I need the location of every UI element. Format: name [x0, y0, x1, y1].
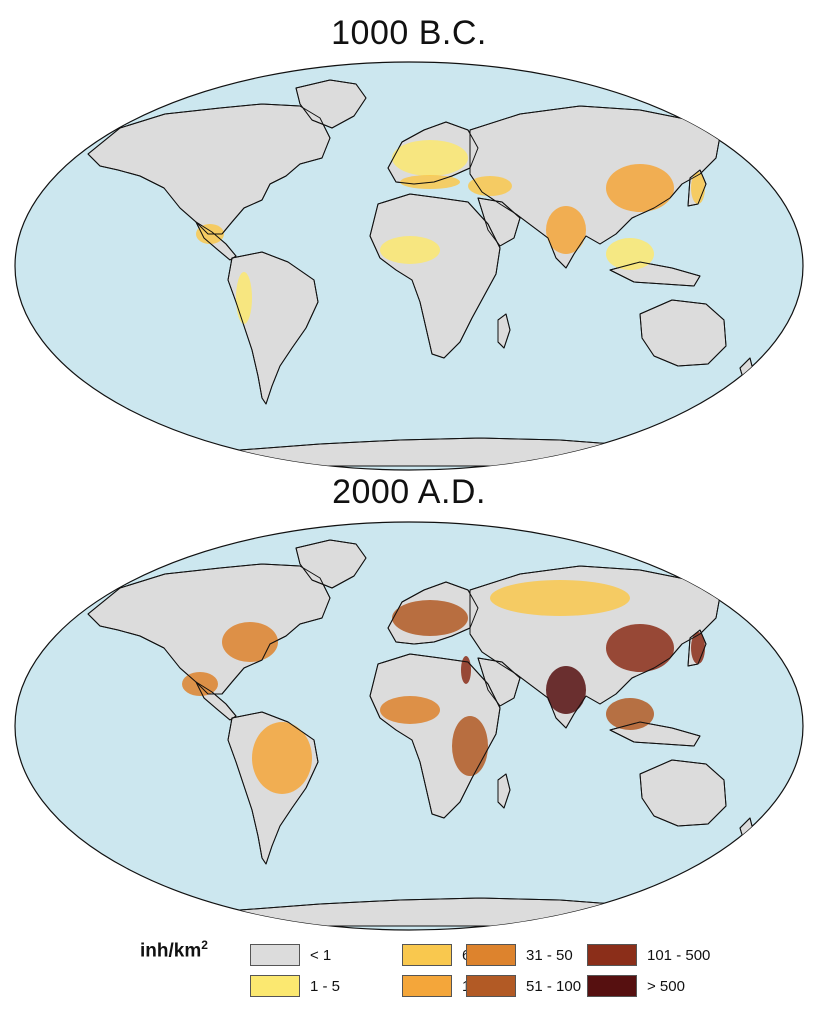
coastline-greenland	[295, 539, 367, 589]
legend-item: 1 - 5	[250, 974, 340, 998]
legend-label: 31 - 50	[526, 946, 573, 964]
coastline-north-america	[87, 563, 331, 695]
coastline-madagascar	[497, 313, 511, 349]
coastline-europe	[387, 121, 479, 185]
legend-item: 31 - 50	[466, 943, 573, 967]
world-map-1000bc	[14, 61, 804, 471]
density-eastern-usa	[222, 622, 278, 662]
coastline-arabia	[477, 657, 521, 707]
legend-label: 101 - 500	[647, 946, 711, 964]
coastline-europe	[387, 581, 479, 645]
coastline-arabia	[477, 197, 521, 247]
legend-label: 51 - 100	[526, 977, 582, 995]
density-southeast-asia	[606, 238, 654, 270]
legend-item: > 500	[587, 974, 685, 998]
coastline-south-america	[227, 251, 319, 405]
legend-swatch	[250, 944, 300, 966]
density-europe	[392, 140, 468, 176]
density-nile	[461, 656, 471, 684]
density-russia	[490, 580, 630, 616]
legend-swatch	[587, 975, 637, 997]
legend-item: < 1	[250, 943, 331, 967]
map-title-1000bc: 1000 B.C.	[331, 14, 487, 52]
coastline-south-america	[227, 711, 319, 865]
density-west-africa	[380, 696, 440, 724]
legend-item: 101 - 500	[587, 943, 710, 967]
legend-label: < 1	[310, 946, 332, 964]
legend-swatch	[402, 944, 452, 966]
legend-label: 1 - 5	[310, 977, 341, 995]
coastline-southeast-asia-islands	[609, 721, 701, 747]
density-west-africa	[380, 236, 440, 264]
density-brazil	[252, 722, 312, 794]
legend-swatch	[466, 944, 516, 966]
legend-title: inh/km2	[140, 938, 208, 962]
density-southeast-asia	[606, 698, 654, 730]
density-east-africa	[452, 716, 488, 776]
coastline-australia	[639, 299, 727, 367]
coastline-southeast-asia-islands	[609, 261, 701, 287]
coastline-australia	[639, 759, 727, 827]
legend-swatch	[466, 975, 516, 997]
coastline-madagascar	[497, 773, 511, 809]
coastline-greenland	[295, 79, 367, 129]
coastline-japan	[687, 629, 707, 667]
legend-swatch	[402, 975, 452, 997]
coastline-africa	[369, 193, 501, 359]
legend-label: > 500	[647, 977, 685, 995]
density-europe	[392, 600, 468, 636]
legend-item: 51 - 100	[466, 974, 581, 998]
density-middle-east	[468, 176, 512, 196]
world-map-2000ad	[14, 521, 804, 931]
density-india	[546, 666, 586, 714]
legend-swatch	[587, 944, 637, 966]
coastline-north-america	[87, 103, 331, 235]
density-andes	[236, 272, 252, 324]
coastline-japan	[687, 169, 707, 207]
map-title-2000ad: 2000 A.D.	[332, 473, 486, 511]
density-india	[546, 206, 586, 254]
legend-swatch	[250, 975, 300, 997]
density-china	[606, 624, 674, 672]
density-china	[606, 164, 674, 212]
coastline-africa	[369, 653, 501, 819]
